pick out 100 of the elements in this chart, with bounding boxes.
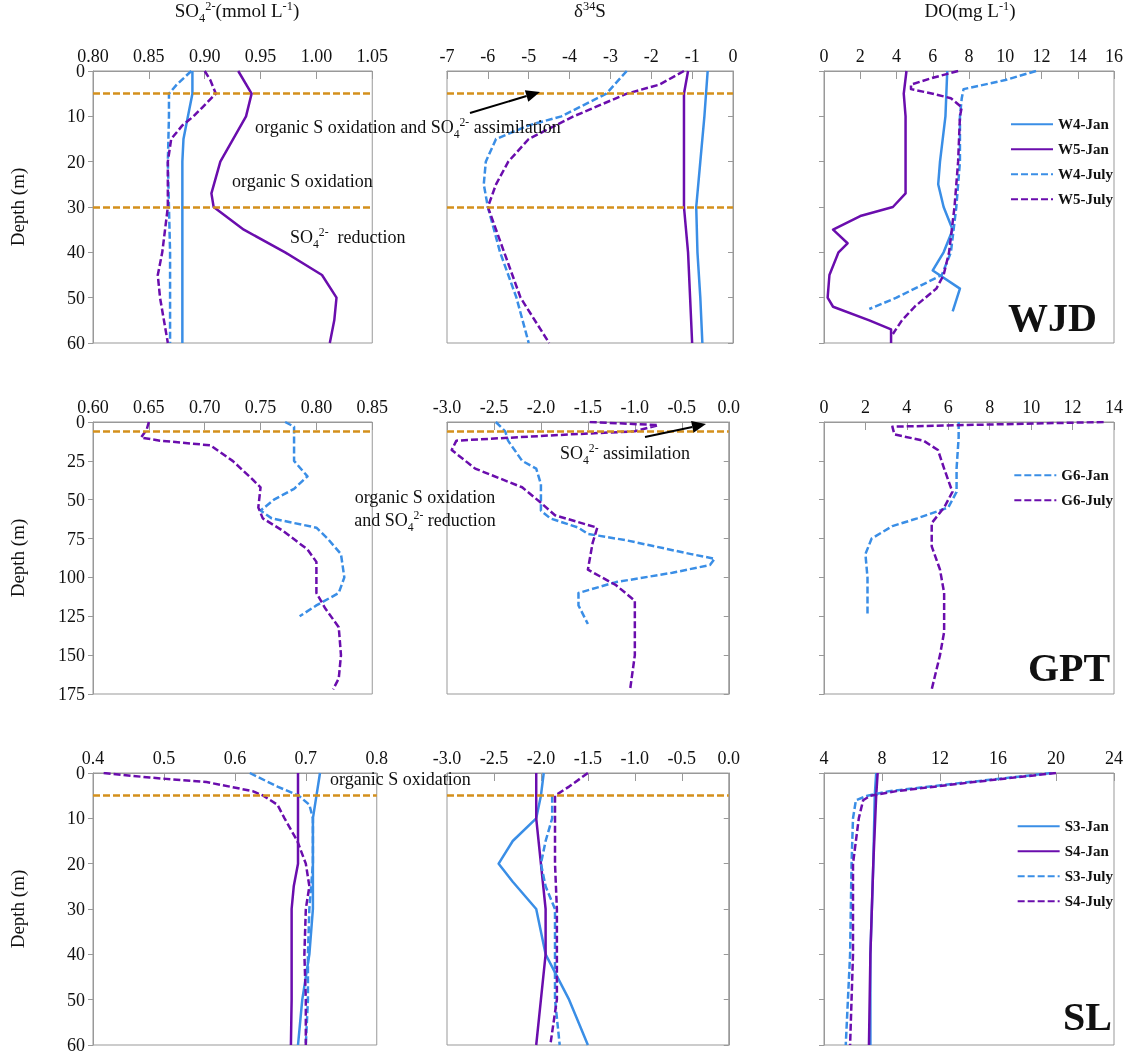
x-tick-label: 10 [1022,397,1041,417]
annotation: SO$_{4}$$^{2-}$ assimilation [560,442,691,469]
x-tick-label: 4 [819,748,829,768]
legend-label: S3-Jan [1064,818,1110,835]
annotation: organic S oxidation [232,170,373,193]
y-axis-title: Depth (m) [6,167,30,247]
x-tick-label: 2 [855,46,865,66]
y-tick-label: 20 [67,151,85,172]
x-tick-label: 12 [1032,46,1051,66]
y-axis-title: Depth (m) [6,518,30,598]
y-tick-label: 50 [67,287,85,308]
y-tick-label: 30 [67,197,85,217]
x-tick-label: -1.5 [573,397,603,417]
x-tick-label: 4 [892,46,901,66]
x-tick-label: 20 [1047,748,1065,768]
x-axis-title: SO$_{4}$$^{2-}$(mmol L$^{-1}$) [174,0,300,27]
annotation: organic S oxidation and SO$_{4}$$^{2-}$ reduction [354,486,496,535]
x-tick-label: 14 [1068,46,1087,66]
x-tick-label: -1.5 [573,748,603,768]
x-tick-label: 0 [819,46,829,66]
x-tick-label: -1 [684,46,700,66]
y-tick-label: 0 [76,412,85,432]
x-tick-label: 12 [931,748,949,768]
x-tick-label: 0.0 [717,397,740,417]
x-tick-label: 0.75 [244,397,277,417]
y-tick-label: 50 [67,489,85,510]
y-axis-title: Depth (m) [6,869,30,949]
x-tick-label: -2.5 [479,748,509,768]
x-tick-label: 0.8 [365,748,388,768]
x-tick-label: 0.95 [244,46,277,66]
x-tick-label: 16 [989,748,1007,768]
y-tick-label: 0 [76,61,85,81]
x-tick-label: 0.6 [223,748,247,768]
x-tick-label: 1.00 [300,46,333,66]
x-tick-label: -5 [521,46,537,66]
y-tick-label: 100 [58,567,85,588]
x-tick-label: 6 [928,46,938,66]
legend-label: W5-July [1058,191,1114,208]
x-tick-label: 0.0 [717,748,740,768]
x-tick-label: 0.5 [152,748,176,768]
x-tick-label: -1.0 [620,397,650,417]
x-tick-label: -3.0 [432,748,462,768]
x-tick-label: 8 [985,397,995,417]
legend-label: S4-July [1064,893,1114,910]
annotation: WJD [1008,294,1097,342]
line-series [259,420,346,618]
y-tick-label: 50 [67,989,85,1010]
line-series [156,69,218,345]
x-tick-label: 14 [1105,397,1123,417]
y-tick-label: 40 [67,242,85,263]
annotation: SL [1063,993,1112,1041]
y-tick-label: 25 [67,450,85,471]
x-tick-label: 0.65 [133,397,165,417]
legend-label: S4-Jan [1064,843,1110,860]
x-tick-label: 0.80 [300,397,333,417]
legend-label: W4-July [1058,166,1114,183]
x-tick-label: -3.0 [432,397,462,417]
y-tick-label: 60 [67,1035,85,1055]
x-tick-label: -2.5 [479,397,509,417]
line-series [139,420,343,691]
x-tick-label: 10 [996,46,1015,66]
x-tick-label: -7 [439,46,455,66]
legend-label: G6-July [1061,492,1114,509]
line-series [102,771,311,1047]
x-tick-label: 16 [1105,46,1123,66]
y-tick-label: 75 [67,528,85,549]
annotation: SO$_{4}$$^{2-}$ reduction [290,226,406,253]
y-tick-label: 10 [67,808,85,829]
x-tick-label: 24 [1105,748,1123,768]
y-tick-label: 150 [58,645,85,666]
x-tick-label: 0.7 [294,748,318,768]
x-tick-label: -4 [562,46,578,66]
x-axis-title: δ$^{34}$S [574,0,606,24]
x-tick-label: 1.05 [356,46,388,66]
y-tick-label: 40 [67,944,85,965]
x-tick-label: -1.0 [620,748,650,768]
legend-label: S3-July [1064,868,1114,885]
x-tick-label: 6 [943,397,953,417]
legend-label: G6-Jan [1061,467,1110,484]
y-tick-label: 10 [67,106,85,127]
y-tick-label: 60 [67,333,85,353]
x-tick-label: 0 [819,397,829,417]
y-tick-label: 175 [58,684,85,704]
y-tick-label: 0 [76,763,85,783]
x-tick-label: 0.85 [133,46,165,66]
y-tick-label: 30 [67,899,85,919]
x-tick-label: -2.0 [526,748,556,768]
x-tick-label: -2 [643,46,659,66]
y-tick-label: 125 [58,606,85,627]
x-tick-label: 0.90 [188,46,221,66]
annotation: organic S oxidation [330,768,471,791]
x-tick-label: 0 [728,46,738,66]
x-tick-label: -0.5 [667,397,697,417]
x-tick-label: 0.70 [188,397,221,417]
x-tick-label: -3 [602,46,618,66]
x-tick-label: 8 [877,748,887,768]
x-tick-label: 0.85 [356,397,388,417]
y-tick-label: 20 [67,853,85,874]
x-tick-label: 8 [964,46,974,66]
x-tick-label: 12 [1063,397,1082,417]
